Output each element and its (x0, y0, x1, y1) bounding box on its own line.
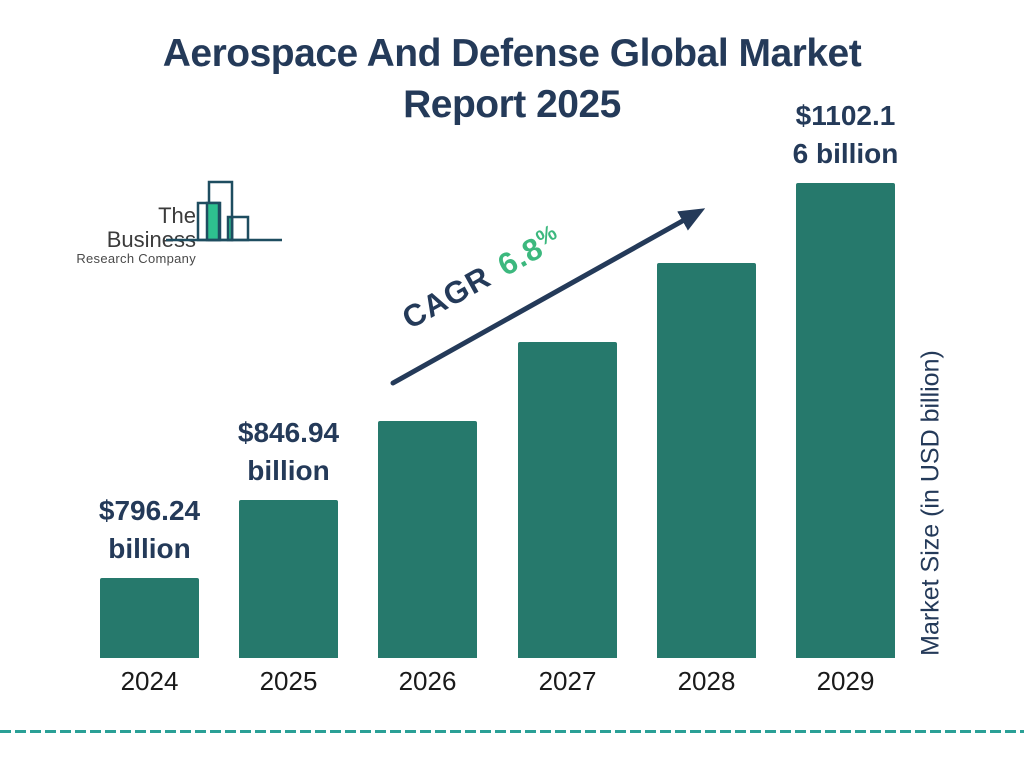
value-label-line: billion (247, 455, 330, 486)
cagr-label: CAGR (396, 259, 497, 336)
bar-chart-logo-icon (166, 180, 282, 242)
x-tick-2029: 2029 (816, 666, 875, 696)
cagr-annotation: CAGR6.8% (396, 219, 567, 337)
value-label-2024: $796.24 billion (99, 492, 200, 568)
page-title: Aerospace And Defense Global Market Repo… (0, 28, 1024, 130)
value-label-line: 6 billion (792, 138, 899, 169)
bar-2029 (796, 183, 895, 658)
logo-text-secondary: Research Company (76, 251, 196, 266)
x-tick-2027: 2027 (538, 666, 597, 696)
x-tick-2024: 2024 (120, 666, 179, 696)
x-tick-2028: 2028 (677, 666, 736, 696)
x-tick-2026: 2026 (398, 666, 457, 696)
bar-2028 (657, 263, 756, 658)
value-label-line: $796.24 (98, 495, 201, 526)
bar-2027 (518, 342, 617, 658)
bar-2026 (378, 421, 477, 658)
x-tick-2025: 2025 (259, 666, 318, 696)
value-label-2029: $1102.1 6 billion (793, 97, 899, 173)
value-label-line: $1102.1 (795, 100, 896, 131)
value-label-line: $846.94 (237, 417, 340, 448)
logo-text: The Business Research Company (66, 204, 196, 266)
value-label-2025: $846.94 billion (238, 414, 339, 490)
bar-2024 (100, 578, 199, 658)
bottom-dashed-divider (0, 730, 1024, 733)
page-title-line1: Aerospace And Defense Global Market (162, 32, 862, 75)
page-title-line2: Report 2025 (403, 83, 621, 126)
bar-2025 (239, 500, 338, 658)
value-label-line: billion (108, 533, 191, 564)
y-axis-label: Market Size (in USD billion) (916, 350, 945, 656)
